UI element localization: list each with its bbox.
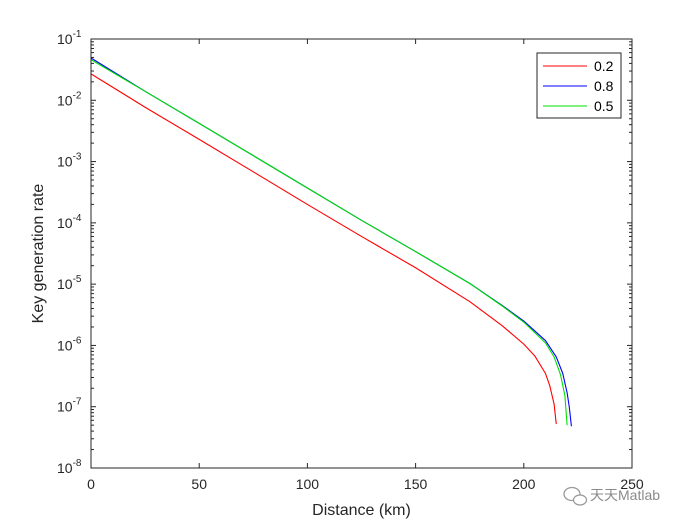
y-tick-label: 10-2 [57,90,82,108]
legend: 0.2 0.8 0.5 [536,52,622,119]
axes-box [90,38,633,469]
y-tick-label: 10-1 [57,29,82,47]
y-tick-label: 10-3 [57,152,82,170]
watermark: 天天Matlab [563,486,660,506]
x-tick-label: 250 [620,476,644,492]
y-tick-label: 10-8 [57,458,82,476]
y-tick-label: 10-4 [57,213,82,231]
watermark-text: 天天Matlab [590,487,660,503]
legend-label-0.2: 0.2 [594,58,614,74]
y-axis-label: Key generation rate [30,184,47,324]
wechat-icon [563,486,588,506]
legend-label-0.8: 0.8 [594,78,614,94]
y-axis-ticks: 10-8 10-7 10-6 10-5 10-4 10-3 10-2 10-1 [57,29,632,476]
x-axis-label: Distance (km) [312,502,411,519]
y-tick-label: 10-5 [57,274,82,292]
y-tick-label: 10-7 [57,397,82,415]
series-line-0.5 [90,59,568,426]
x-tick-label: 150 [404,476,428,492]
series-line-0.2 [90,73,557,425]
legend-label-0.5: 0.5 [594,98,614,114]
y-tick-label: 10-6 [57,335,82,353]
x-axis-ticks: 0 50 100 150 200 250 [87,39,644,492]
x-tick-label: 100 [296,476,320,492]
x-tick-label: 0 [87,476,95,492]
x-tick-label: 50 [191,476,207,492]
x-tick-label: 200 [512,476,536,492]
series-lines [90,57,572,427]
